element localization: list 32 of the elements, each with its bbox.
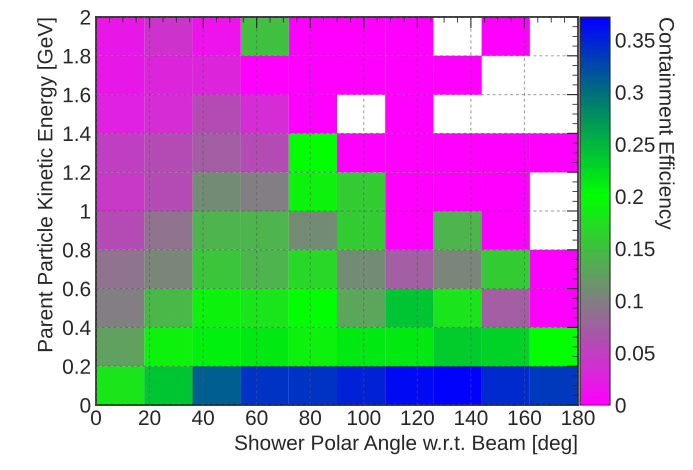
y-tick-label: 0.2 bbox=[62, 359, 90, 374]
y-tick-label: 0.8 bbox=[62, 242, 90, 258]
x-tick-label: 80 bbox=[300, 410, 321, 426]
x-axis-title: Shower Polar Angle w.r.t. Beam [deg] bbox=[235, 434, 577, 454]
x-tick-label: 40 bbox=[192, 410, 214, 426]
x-tick-label: 100 bbox=[348, 410, 380, 426]
y-tick-label: 1.4 bbox=[64, 126, 91, 141]
y-tick-label: 1.8 bbox=[64, 48, 90, 64]
x-tick-label: 160 bbox=[508, 410, 542, 426]
y-tick-label: 1 bbox=[81, 204, 90, 219]
y-tick-label: 0.6 bbox=[62, 282, 90, 296]
x-tick-label: 20 bbox=[139, 410, 160, 426]
x-tick-label: 120 bbox=[402, 410, 434, 426]
y-tick-label: 0.4 bbox=[62, 320, 91, 336]
color-bar-label: 0.3 bbox=[616, 85, 643, 100]
y-tick-label: 0 bbox=[80, 398, 90, 413]
x-tick-label: 60 bbox=[246, 410, 268, 426]
y-tick-label: 2 bbox=[80, 10, 90, 25]
color-bar-label: 0.25 bbox=[616, 137, 655, 152]
color-bar-label: 0.35 bbox=[616, 32, 655, 48]
y-tick-label: 1.6 bbox=[64, 88, 90, 102]
x-tick-label: 180 bbox=[562, 410, 595, 426]
color-bar-label: 0.1 bbox=[616, 294, 643, 308]
y-tick-label: 1.2 bbox=[64, 165, 90, 180]
color-bar-label: 0.15 bbox=[616, 242, 655, 256]
color-bar-label: 0 bbox=[616, 398, 626, 413]
x-tick-label: 0 bbox=[91, 410, 101, 426]
color-bar-label: 0.2 bbox=[616, 189, 643, 204]
color-bar-label: 0.05 bbox=[616, 346, 655, 361]
x-tick-label: 140 bbox=[455, 410, 488, 426]
y-axis-title: Parent Particle Kinetic Energy [GeV] bbox=[37, 18, 57, 352]
color-bar-title: Containment Efficiency bbox=[655, 18, 675, 230]
